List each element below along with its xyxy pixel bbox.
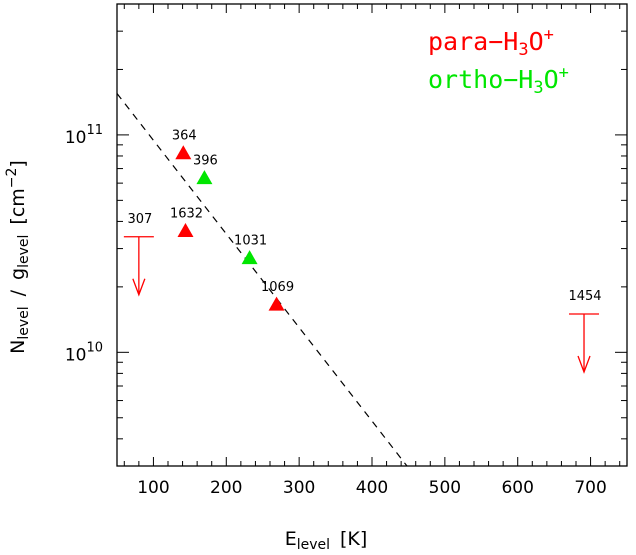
y-axis-label-gsub: level xyxy=(16,235,32,268)
y-axis-label: Nlevel/glevel[cm−2] xyxy=(4,160,32,354)
y-axis-label-unit-close: ] xyxy=(7,160,29,167)
x-tick-label: 100 xyxy=(137,478,169,498)
y-tick-base: 10 xyxy=(65,345,87,365)
legend-para-sub: 3 xyxy=(518,40,528,60)
data-point-label: 1069 xyxy=(261,280,294,295)
y-axis-label-slash: / xyxy=(7,289,29,296)
x-tick-label: 400 xyxy=(356,478,388,498)
y-axis-label-sub: level xyxy=(16,306,32,339)
legend-ortho-sub: 3 xyxy=(533,78,543,98)
data-point-triangle xyxy=(175,145,192,160)
legend-entry-ortho: ortho−H3O+ xyxy=(428,63,569,98)
upper-limit-arrow xyxy=(123,236,154,297)
y-tick-label: 1010 xyxy=(65,340,103,365)
y-tick-label: 1011 xyxy=(65,123,103,148)
data-point-label: 1031 xyxy=(234,234,267,249)
legend-para-sup: + xyxy=(544,25,554,45)
data-point-label: 364 xyxy=(172,129,197,144)
x-axis-label-sub: level xyxy=(297,537,330,553)
legend-ortho-prefix: ortho−H xyxy=(428,65,533,94)
x-tick-label: 600 xyxy=(501,478,533,498)
data-point-triangle xyxy=(196,170,213,185)
x-tick-label: 200 xyxy=(210,478,242,498)
upper-limit-label: 307 xyxy=(127,212,152,227)
x-axis-label-main: E xyxy=(285,528,297,550)
data-point-triangle xyxy=(268,296,285,311)
upper-limit-label: 1454 xyxy=(568,289,601,304)
y-tick-exp: 11 xyxy=(86,123,103,138)
fit-line xyxy=(116,93,408,467)
data-point-triangle xyxy=(177,222,194,237)
y-axis-label-main: N xyxy=(7,340,29,354)
legend-para-prefix: para−H xyxy=(428,27,518,56)
legend-para-mid: O xyxy=(529,27,544,56)
y-tick-base: 10 xyxy=(65,128,87,148)
x-axis-ticks: 100 200 300 400 500 600 700 xyxy=(123,4,621,498)
x-axis-label: Elevel [K] xyxy=(285,528,368,553)
legend-ortho-sup: + xyxy=(559,63,569,83)
x-tick-label: 500 xyxy=(429,478,461,498)
x-tick-label: 700 xyxy=(574,478,606,498)
y-axis-label-unit-exp: −2 xyxy=(4,168,20,189)
x-tick-label: 300 xyxy=(283,478,315,498)
legend: para−H3O+ ortho−H3O+ xyxy=(428,25,569,98)
x-axis-label-unit: [K] xyxy=(340,528,367,550)
y-axis-label-unit-open: [cm xyxy=(7,188,29,224)
legend-entry-para: para−H3O+ xyxy=(428,25,554,60)
legend-ortho-mid: O xyxy=(544,65,559,94)
upper-limit-arrow xyxy=(569,313,600,374)
data-point-label: 396 xyxy=(193,154,218,169)
upper-limit-head xyxy=(132,278,146,297)
fit-line-group xyxy=(116,93,408,467)
data-marks: 364 1632 1069 307 1454 396 1031 xyxy=(123,129,602,374)
y-tick-exp: 10 xyxy=(86,340,103,355)
upper-limit-head xyxy=(577,355,591,374)
y-axis-label-g: g xyxy=(7,268,29,280)
data-point-label: 1632 xyxy=(170,206,203,221)
data-point-triangle xyxy=(241,250,258,265)
